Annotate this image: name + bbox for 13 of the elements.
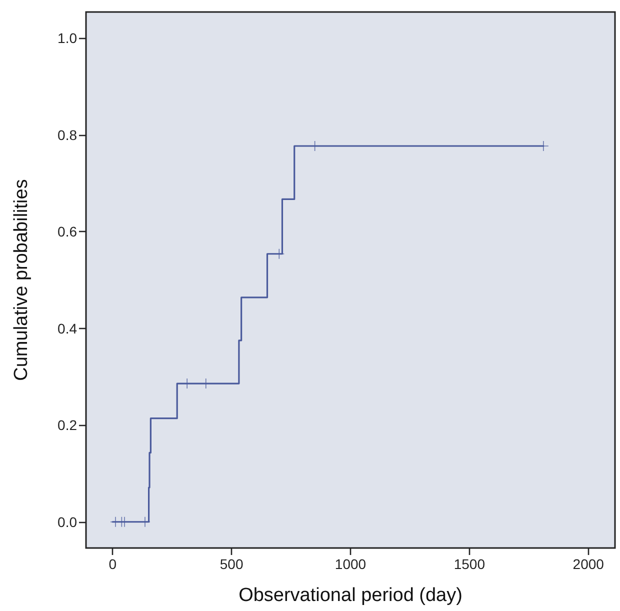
y-tick-label: 0.8 <box>58 126 78 143</box>
y-axis-title: Cumulative probabilities <box>11 179 32 381</box>
y-tick-label: 1.0 <box>58 30 78 46</box>
y-tick-label: 0.6 <box>58 224 78 240</box>
y-tick-label: 0.4 <box>58 320 78 336</box>
x-tick-label: 1000 <box>334 556 366 572</box>
y-tick-label: 0.0 <box>58 514 78 530</box>
y-tick-label: 0.2 <box>58 417 78 434</box>
x-tick-label: 2000 <box>572 556 604 572</box>
x-axis-title: Observational period (day) <box>238 585 462 606</box>
x-tick-label: 0 <box>108 556 117 572</box>
x-tick-label: 1500 <box>454 556 486 572</box>
x-tick-label: 500 <box>220 556 244 572</box>
